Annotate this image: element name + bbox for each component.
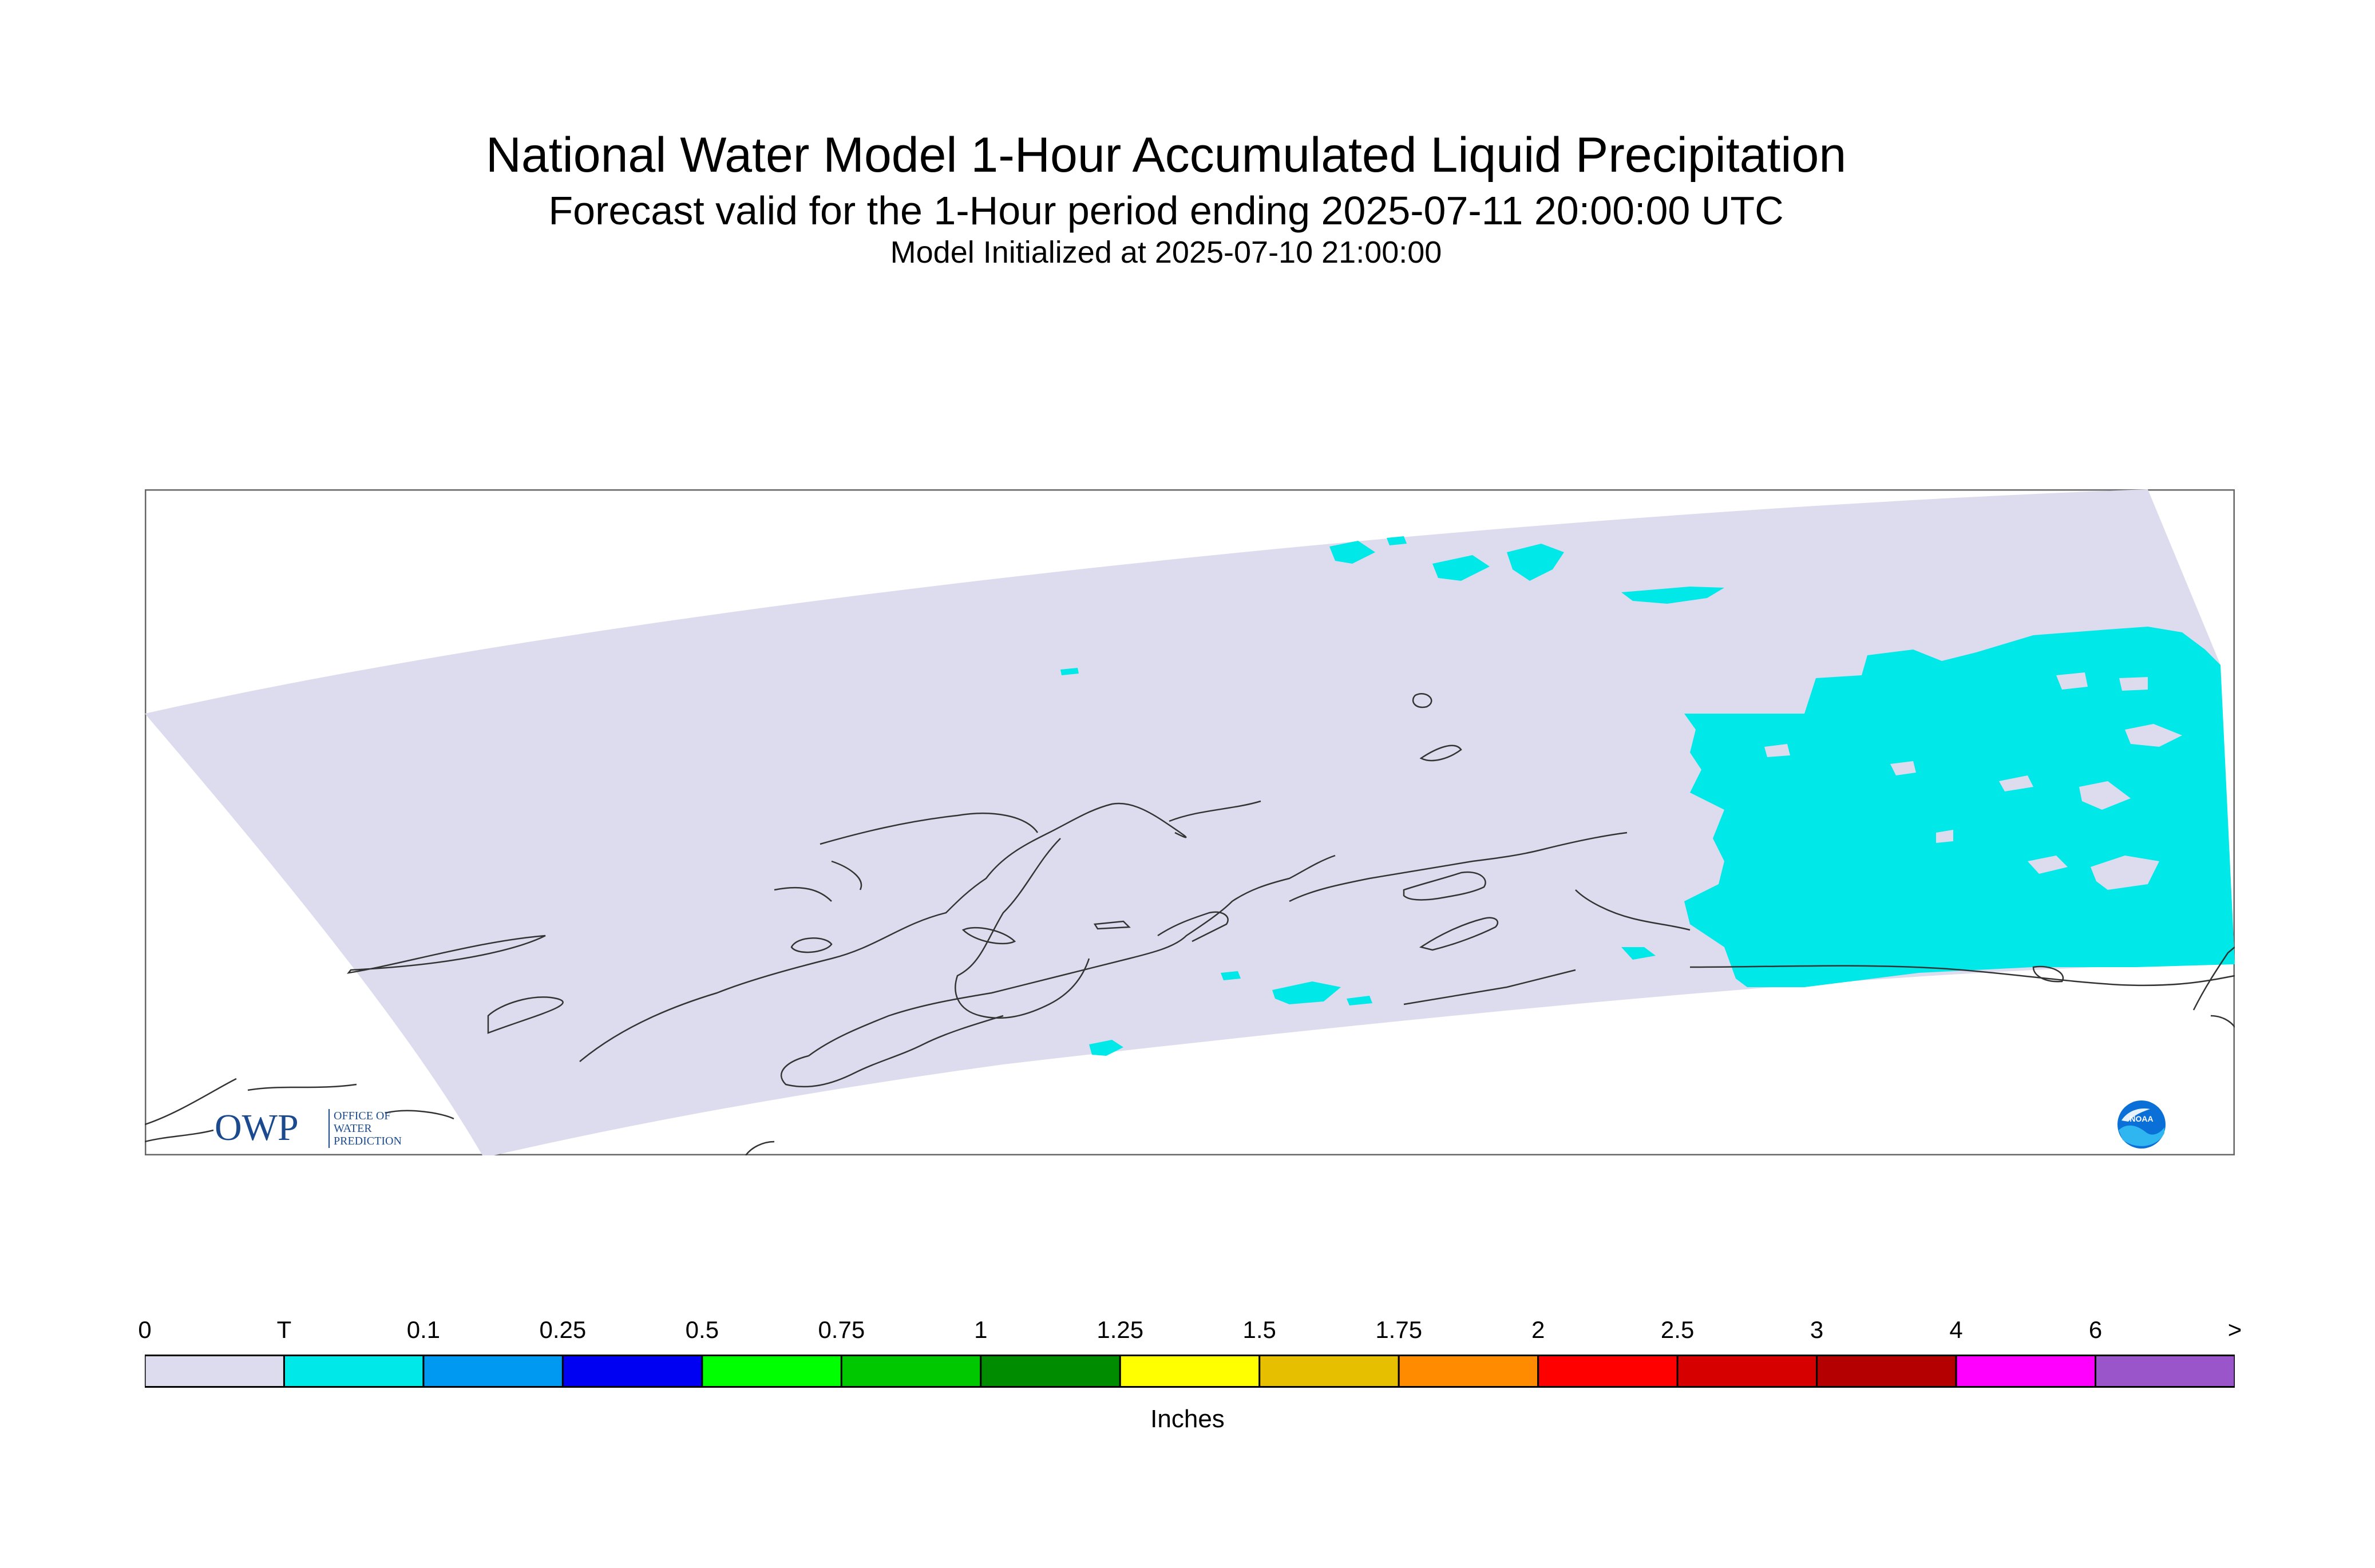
precip-area-north-4 [1621,587,1724,604]
precip-area-north-6 [1060,668,1079,675]
noaa-logo: NOAA [2116,1099,2167,1153]
colorbar-tick-label: 1.5 [1242,1316,1276,1343]
owp-logo-sub-1: OFFICE OF [334,1110,390,1122]
colorbar-tick-label: 0.75 [818,1316,865,1343]
colorbar-swatch [701,1355,842,1388]
colorbar-tick-label: 1 [974,1316,988,1343]
owp-logo-sub-3: PREDICTION [334,1135,402,1147]
precip-area-coast-1 [1089,1040,1123,1056]
colorbar-swatch [145,1355,285,1388]
precip-area-north-1 [1329,541,1375,564]
precipitation-map [145,489,2235,1155]
colorbar-units-label: Inches [1150,1405,1225,1433]
colorbar-swatch [561,1355,703,1388]
colorbar-swatch [2095,1355,2235,1388]
colorbar-tick-label: 3 [1810,1316,1824,1343]
precip-area-north-2 [1432,555,1490,581]
colorbar-swatch [840,1355,982,1388]
colorbar-tick-label: 4 [1949,1316,1963,1343]
colorbar-swatch [980,1355,1121,1388]
colorbar-swatch [1537,1355,1679,1388]
precip-area-coast-3 [1221,971,1241,980]
precip-area-coast-4 [1347,996,1372,1005]
colorbar-tick-label: 0.25 [539,1316,587,1343]
owp-logo: OWP OFFICE OF WATER PREDICTION [215,1104,426,1153]
colorbar-tick-label: > [2227,1316,2242,1343]
colorbar-swatch [1955,1355,2097,1388]
precip-area-north-3 [1507,544,1564,581]
colorbar-tick-label: 2 [1531,1316,1545,1343]
colorbar-tick-label: 1.75 [1375,1316,1423,1343]
colorbar-tick-label: 1.25 [1097,1316,1144,1343]
colorbar-tick-labels: 0 T 0.1 0.25 0.5 0.75 1 1.25 1.5 1.75 2 2.5 3 4 6 > [0,1316,2375,1351]
colorbar-swatch [1676,1355,1818,1388]
map-title: National Water Model 1-Hour Accumulated … [485,128,1847,183]
precip-area-coast-5 [1621,947,1656,960]
precip-area-north-5 [1387,536,1407,545]
forecast-valid-subtitle: Forecast valid for the 1-Hour period end… [548,188,1784,233]
colorbar-tick-label: 0.5 [685,1316,719,1343]
colorbar [145,1355,2235,1388]
noaa-logo-text: NOAA [2129,1114,2153,1123]
model-init-label: Model Initialized at 2025-07-10 21:00:00 [890,235,1442,270]
colorbar-tick-label: 6 [2088,1316,2103,1343]
precip-area-coast-2 [1272,981,1341,1004]
coastlines [145,693,2235,1155]
colorbar-swatch [1258,1355,1400,1388]
colorbar-tick-label: T [276,1316,292,1343]
colorbar-swatch [1398,1355,1539,1388]
colorbar-tick-label: 0 [138,1316,152,1343]
colorbar-tick-label: 2.5 [1660,1316,1695,1343]
precip-areas [1060,536,2235,1056]
model-domain [145,489,2235,1155]
no-precip-holes [1764,672,2182,890]
colorbar-swatch [1119,1355,1261,1388]
owp-logo-sub-2: WATER [334,1122,372,1135]
owp-logo-text: OWP [215,1107,299,1149]
colorbar-swatch [283,1355,425,1388]
colorbar-tick-label: 0.1 [406,1316,441,1343]
colorbar-swatch [1816,1355,1957,1388]
colorbar-swatch [422,1355,564,1388]
precip-area-east [1684,627,2235,987]
